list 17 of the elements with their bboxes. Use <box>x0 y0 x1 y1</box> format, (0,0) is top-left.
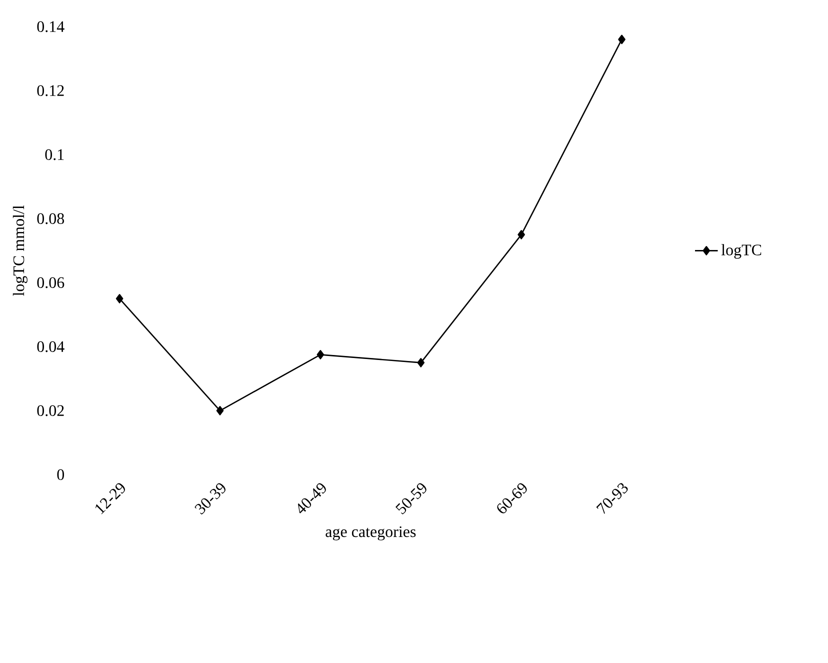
point <box>316 350 324 360</box>
point <box>618 34 626 44</box>
legend-label: logTC <box>721 244 762 259</box>
y-tick-label: 0 <box>57 469 64 480</box>
y-tick-label: 0.1 <box>45 149 64 160</box>
point <box>116 294 124 304</box>
point <box>417 358 425 368</box>
x-axis-title: age categories <box>326 526 416 541</box>
y-tick-label: 0.12 <box>37 85 64 96</box>
point <box>518 230 526 240</box>
y-tick-label: 0.08 <box>37 213 64 224</box>
y-tick-label: 0.04 <box>37 341 64 352</box>
y-axis-title: logTC mmol/l <box>12 206 28 296</box>
point <box>216 406 224 416</box>
y-tick-label: 0.14 <box>37 21 64 32</box>
y-tick-label: 0.02 <box>37 405 64 416</box>
y-tick-label: 0.06 <box>37 277 64 288</box>
